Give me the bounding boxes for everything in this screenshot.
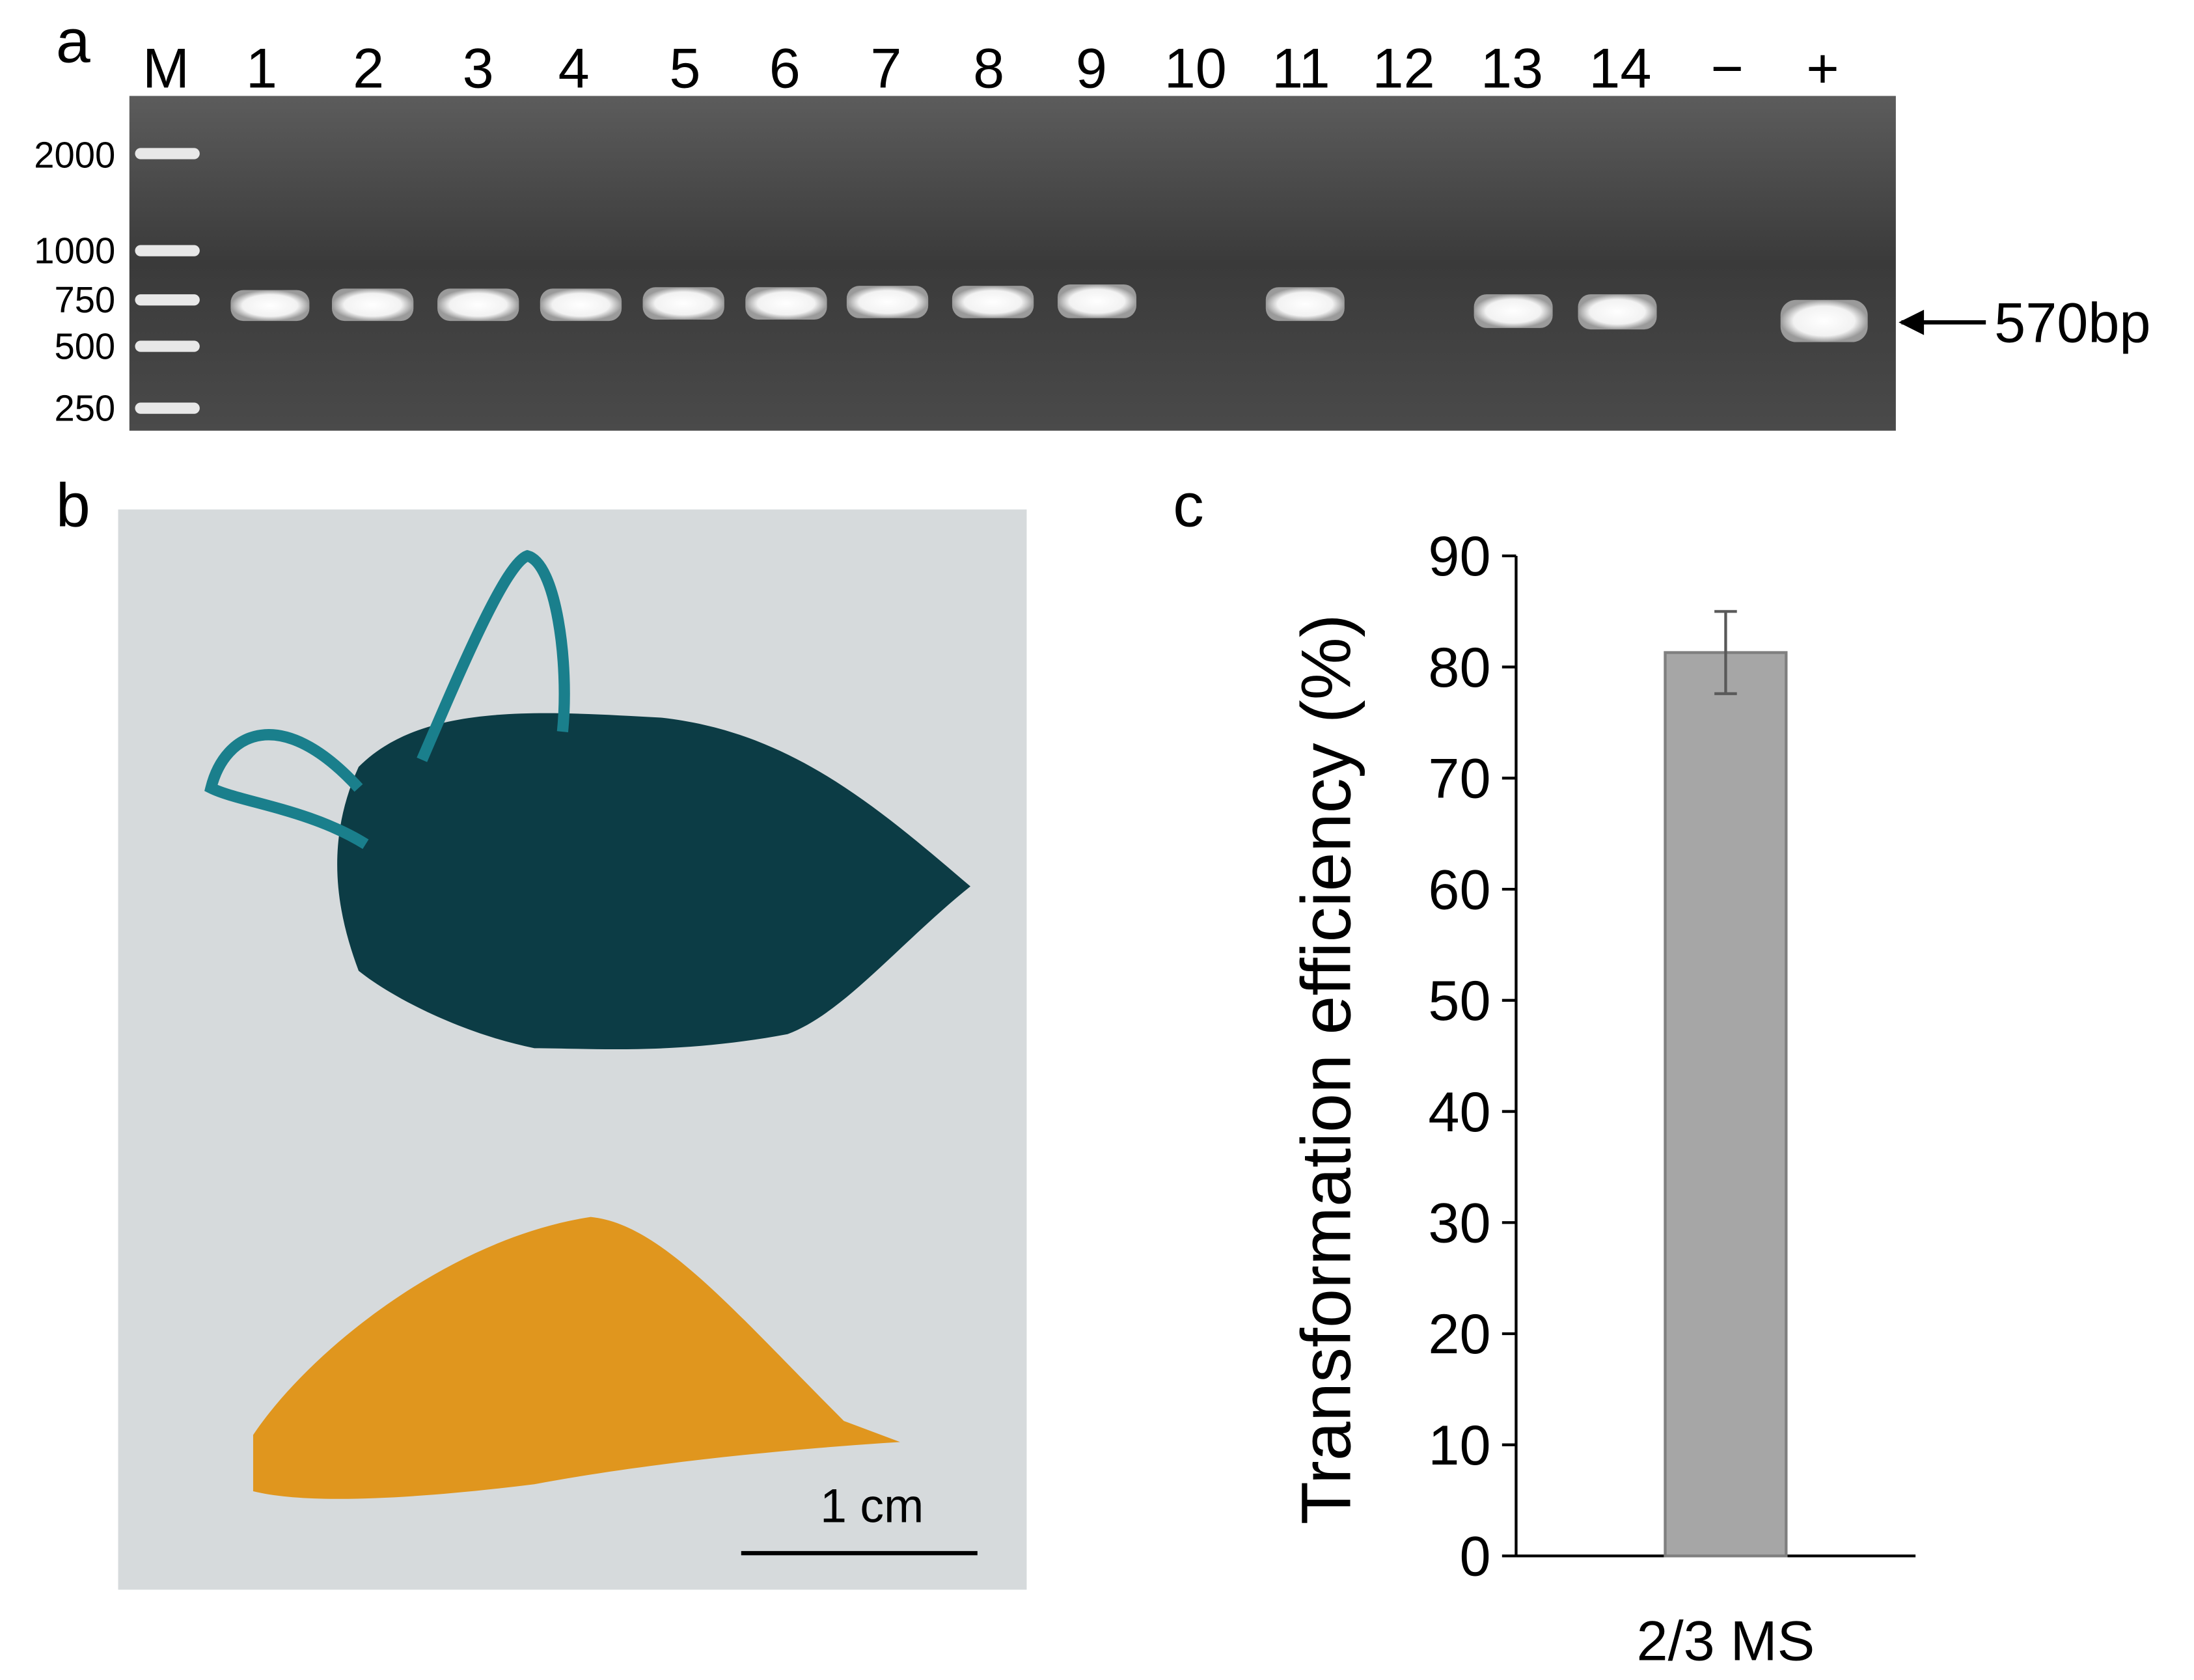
- panel-label: c: [1173, 471, 1204, 540]
- lane-label: −: [1710, 37, 1743, 100]
- y-tick-label: 30: [1428, 1192, 1490, 1255]
- lane-label: 1: [246, 37, 277, 100]
- scale-bar-label: 1 cm: [820, 1479, 924, 1533]
- lane-label: 8: [973, 37, 1004, 100]
- lane-label: 11: [1272, 37, 1330, 100]
- lane-label: 5: [669, 37, 700, 100]
- ladder-label: 2000: [34, 135, 115, 176]
- gel-bands: [230, 284, 1868, 342]
- gel-image: [129, 96, 1896, 431]
- stained-roots: [337, 713, 971, 1050]
- lane-label: 6: [769, 37, 801, 100]
- lane-label: 7: [870, 37, 901, 100]
- ladder-label: 1000: [34, 230, 115, 271]
- lane-label: 9: [1076, 37, 1107, 100]
- bar: [1664, 651, 1788, 1558]
- lane-label: 3: [463, 37, 494, 100]
- y-tick-label: 80: [1428, 637, 1490, 699]
- ladder-label: 250: [54, 388, 115, 429]
- y-tick-label: 70: [1428, 748, 1490, 810]
- y-tick-label: 10: [1428, 1414, 1490, 1477]
- y-tick-label: 20: [1428, 1303, 1490, 1366]
- y-tick-label: 50: [1428, 970, 1490, 1032]
- panel-label: a: [56, 7, 90, 76]
- stained-root-strands: [204, 549, 570, 849]
- ladder-label: 750: [54, 279, 115, 320]
- unstained-roots: [253, 1217, 900, 1499]
- lane-label: +: [1806, 37, 1839, 100]
- band-label: 570bp: [1994, 292, 2150, 355]
- lane-label: 10: [1164, 37, 1227, 100]
- lane-label: 4: [558, 37, 590, 100]
- lane-label: 13: [1481, 37, 1543, 100]
- y-tick-label: 60: [1428, 859, 1490, 921]
- panel-label: b: [56, 471, 90, 540]
- y-axis-label: Transformation efficiency (%): [1286, 614, 1365, 1524]
- lane-label: M: [143, 37, 189, 100]
- ladder-bands: [135, 148, 200, 414]
- lane-label: 14: [1589, 37, 1651, 100]
- band-arrowhead: [1899, 309, 1925, 335]
- lane-label: 2: [353, 37, 384, 100]
- x-tick-label: 2/3 MS: [1637, 1610, 1815, 1672]
- y-tick-label: 0: [1459, 1526, 1490, 1588]
- y-tick-label: 90: [1428, 525, 1490, 588]
- ladder-label: 500: [54, 325, 115, 366]
- y-tick-label: 40: [1428, 1081, 1490, 1144]
- lane-label: 12: [1373, 37, 1435, 100]
